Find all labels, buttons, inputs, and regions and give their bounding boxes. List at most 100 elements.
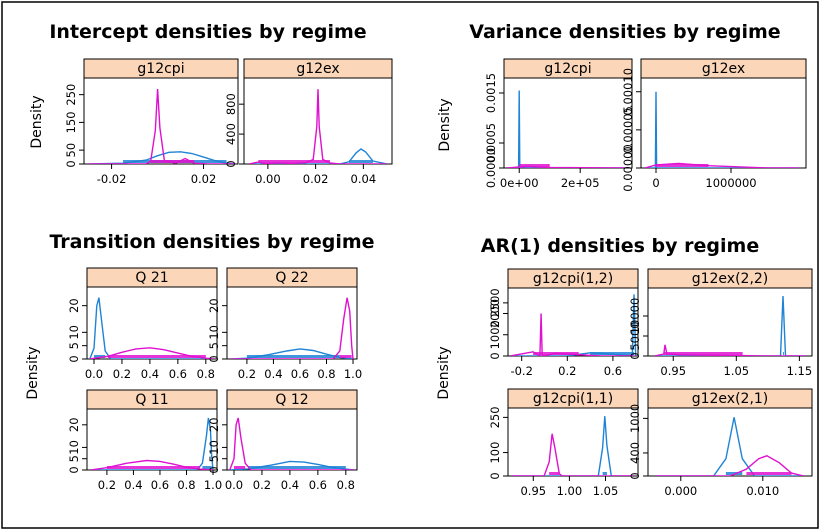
- rug-band-c2-p3-s1: [233, 466, 246, 469]
- y-tick-label-c2-p1-2: 10: [207, 325, 221, 340]
- panel-strip-label-c2-p3: Q 12: [275, 392, 308, 408]
- rug-band-c3-p0-s0: [590, 352, 635, 355]
- y-tick-label-c2-p2-1: 5: [67, 455, 81, 462]
- y-tick-label-c3-p0-2: 2000: [488, 299, 502, 328]
- density-line-c3-p3-s1: [656, 455, 804, 476]
- y-tick-label-c2-p0-1: 5: [67, 342, 81, 349]
- y-tick-label-c0-p0-1: 50: [64, 143, 78, 158]
- rug-band-c0-p1-s1: [258, 160, 330, 163]
- y-tick-label-c3-p0-0: 0: [488, 352, 502, 359]
- x-tick-label-c0-p1-2: 0.04: [351, 172, 377, 186]
- panel-strip-label-c2-p2: Q 11: [135, 392, 168, 408]
- panel-frame-c2-p0: [86, 286, 218, 360]
- y-label-ar1: Density: [436, 346, 452, 399]
- x-tick-label-c1-p1-0: 0: [652, 176, 659, 190]
- x-tick-label-c2-p3-1: 0.2: [253, 478, 271, 492]
- y-tick-label-c1-p0-1: 0.0005: [484, 123, 498, 163]
- panel-strip-label-c2-p0: Q 21: [135, 270, 168, 286]
- y-tick-label-c1-p0-0: 0.0000: [484, 148, 498, 188]
- panel-frame-c3-p3: [647, 407, 813, 477]
- x-tick-label-c3-p3-1: 0.010: [746, 484, 779, 498]
- rug-band-c0-p0-s1: [150, 160, 195, 163]
- x-tick-label-c0-p1-1: 0.02: [303, 172, 329, 186]
- x-tick-label-c2-p0-4: 0.8: [197, 367, 215, 381]
- x-tick-label-c2-p2-3: 0.8: [177, 478, 195, 492]
- x-tick-label-c3-p2-2: 1.05: [593, 484, 619, 498]
- x-tick-label-c2-p0-3: 0.6: [169, 367, 187, 381]
- x-tick-label-c2-p3-0: 0.0: [225, 478, 243, 492]
- y-tick-label-c2-p3-1: 5: [207, 455, 221, 462]
- x-tick-label-c1-p1-1: 1000000: [705, 176, 756, 190]
- panel-strip-label-c3-p1: g12ex(2,2): [692, 271, 769, 287]
- y-tick-label-c0-p0-2: 150: [64, 111, 78, 133]
- y-tick-label-c3-p1-2: 10000: [628, 298, 642, 335]
- x-tick-label-c0-p1-0: 0.00: [255, 172, 281, 186]
- y-tick-label-c0-p0-0: 0: [64, 160, 78, 167]
- x-tick-label-c0-p0-0: -0.02: [97, 172, 127, 186]
- y-tick-label-c0-p1-1: 400: [224, 123, 238, 145]
- y-tick-label-c1-p1-1: 0.00005: [621, 106, 635, 154]
- panel-frame-c2-p2: [86, 408, 218, 471]
- x-tick-label-c2-p2-0: 0.2: [98, 478, 116, 492]
- y-tick-label-c3-p2-2: 250: [488, 406, 502, 428]
- y-tick-label-c2-p0-2: 10: [67, 325, 81, 340]
- y-tick-label-c2-p3-0: 0: [207, 466, 221, 473]
- x-tick-label-c3-p3-0: 0.000: [664, 484, 697, 498]
- rug-band-c3-p3-s1: [746, 472, 792, 475]
- panel-strip-label-c1-p1: g12ex: [702, 61, 745, 77]
- block-title-transition: Transition densities by regime: [49, 231, 374, 253]
- density-line-c3-p2-s1: [511, 433, 635, 476]
- x-tick-label-c3-p1-2: 1.15: [787, 364, 813, 378]
- panel-frame-c3-p0: [507, 287, 639, 357]
- x-tick-label-c2-p0-2: 0.4: [141, 367, 159, 381]
- panel-frame-c1-p1: [640, 77, 807, 169]
- rug-band-c2-p2-s1: [106, 466, 200, 469]
- panel-frame-c2-p1: [226, 286, 358, 360]
- y-tick-label-c2-p2-0: 0: [67, 466, 81, 473]
- y-tick-label-c0-p0-3: 250: [64, 84, 78, 106]
- x-tick-label-c2-p2-1: 0.4: [124, 478, 142, 492]
- y-tick-label-c0-p1-2: 800: [224, 93, 238, 115]
- density-line-c2-p1-s1: [231, 297, 354, 359]
- y-label-variance: Density: [437, 98, 453, 151]
- rug-band-c2-p0-s1: [107, 355, 206, 358]
- y-tick-label-c1-p1-2: 0.00010: [621, 68, 635, 116]
- rug-band-c2-p1-s1: [339, 355, 352, 358]
- x-tick-label-c2-p1-0: 0.2: [238, 367, 256, 381]
- x-tick-label-c2-p1-3: 0.8: [317, 367, 335, 381]
- y-tick-label-c2-p1-0: 0: [207, 355, 221, 362]
- block-title-variance: Variance densities by regime: [469, 21, 780, 43]
- panel-strip-label-c0-p0: g12cpi: [137, 61, 184, 77]
- x-tick-label-c1-p0-0: 0e+00: [500, 176, 539, 190]
- y-tick-label-c3-p3-1: 400: [628, 442, 642, 464]
- panel-frame-c1-p0: [503, 77, 633, 169]
- y-tick-label-c3-p1-1: 5000: [628, 321, 642, 350]
- x-tick-label-c2-p0-1: 0.2: [113, 367, 131, 381]
- block-title-ar1: AR(1) densities by regime: [481, 235, 759, 257]
- y-tick-label-c2-p0-3: 20: [67, 298, 81, 313]
- y-tick-label-c2-p0-0: 0: [67, 355, 81, 362]
- y-tick-label-c2-p1-1: 5: [207, 342, 221, 349]
- panel-strip-label-c3-p0: g12cpi(1,2): [533, 271, 613, 287]
- y-tick-label-c0-p1-0: 0: [224, 160, 238, 167]
- density-line-c1-p0-s0: [507, 90, 629, 168]
- panel-strip-label-c3-p3: g12ex(2,1): [692, 391, 769, 407]
- density-line-c3-p3-s0: [656, 417, 804, 476]
- rug-band-c3-p2-s1: [549, 472, 560, 475]
- rug-band-c1-p1-s1: [656, 164, 709, 167]
- rug-band-c3-p0-s1: [533, 352, 579, 355]
- x-tick-label-c3-p0-2: 0.6: [604, 364, 622, 378]
- y-tick-label-c3-p0-1: 1000: [488, 320, 502, 349]
- density-line-c3-p1-s0: [654, 295, 806, 356]
- y-tick-label-c3-p2-1: 100: [488, 442, 502, 464]
- panel-frame-c3-p1: [647, 287, 813, 357]
- rug-band-c2-p0-s0: [93, 355, 106, 358]
- panel-frame-c3-p2: [507, 407, 639, 477]
- rug-band-c3-p1-s1: [663, 352, 743, 355]
- rug-band-c1-p0-s1: [519, 164, 550, 167]
- x-tick-label-c3-p2-1: 1.00: [557, 484, 583, 498]
- x-tick-label-c2-p3-3: 0.6: [309, 478, 327, 492]
- y-label-intercept: Density: [29, 95, 45, 148]
